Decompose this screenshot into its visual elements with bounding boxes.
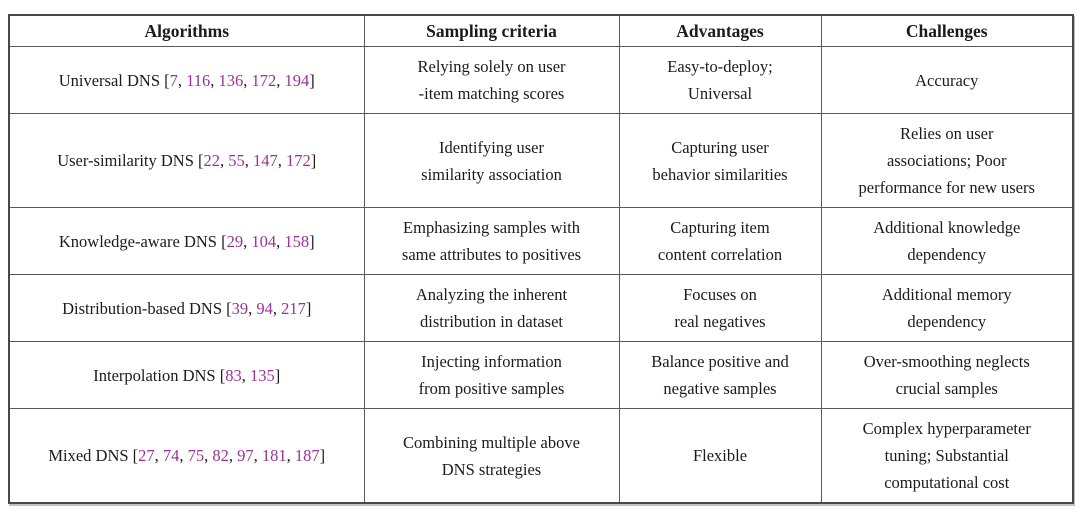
cell-algorithm: Interpolation DNS [83, 135]	[8, 341, 365, 409]
citation-link[interactable]: 82	[212, 446, 229, 465]
citation-link[interactable]: 136	[218, 70, 244, 90]
table-body: Universal DNS [7, 116, 136, 172, 194] Re…	[8, 46, 1074, 504]
cell-text-line: computational cost	[884, 473, 1010, 492]
cell-sampling-criteria: Emphasizing samples with same attributes …	[363, 207, 620, 275]
cell-sampling-criteria: Combining multiple above DNS strategies	[363, 408, 620, 504]
cell-sampling-criteria: Relying solely on user -item matching sco…	[363, 46, 620, 114]
cell-sampling-criteria: Injecting information from positive sampl…	[363, 341, 620, 409]
cell-challenges: Accuracy	[820, 46, 1074, 114]
cell-sampling-criteria: Analyzing the inherent distribution in da…	[363, 274, 620, 342]
cell-advantages: Easy-to-deploy; Universal	[618, 46, 822, 114]
citation-link[interactable]: 116	[186, 70, 211, 90]
cell-text-line: Accuracy	[915, 70, 979, 90]
cell-advantages: Focuses on real negatives	[618, 274, 822, 342]
cell-text-line: similarity association	[421, 164, 562, 184]
citation-link[interactable]: 217	[281, 298, 306, 318]
cell-text-line: from positive samples	[418, 379, 565, 398]
cell-algorithm: Distribution-based DNS [39, 94, 217]	[8, 274, 365, 342]
cell-algorithm: Mixed DNS [27, 74, 75, 82, 97, 181, 187]	[8, 408, 365, 504]
table-row: Knowledge-aware DNS [29, 104, 158] Empha…	[8, 207, 1074, 275]
cell-text-line: negative samples	[663, 379, 777, 398]
citation-link[interactable]: 39	[231, 298, 249, 318]
cell-text-line: Complex hyperparameter	[862, 419, 1031, 438]
table-row: Universal DNS [7, 116, 136, 172, 194] Re…	[8, 46, 1074, 114]
cell-text-line: DNS strategies	[441, 459, 542, 479]
header-row: Algorithms Sampling criteria Advantages …	[8, 14, 1074, 47]
cell-text-line: Focuses on	[683, 285, 757, 304]
cell-text-line: behavior similarities	[652, 164, 788, 184]
cell-text-line: Flexible	[692, 446, 748, 465]
cell-algorithm: Universal DNS [7, 116, 136, 172, 194]	[8, 46, 365, 114]
cell-text-line: Emphasizing samples with	[403, 218, 580, 237]
citation-link[interactable]: 104	[251, 231, 277, 251]
cell-text-line: Additional knowledge	[873, 218, 1021, 237]
cell-challenges: Relies on user associations; Poor performa…	[820, 113, 1074, 208]
citation-link[interactable]: 74	[162, 446, 180, 465]
table-row: Distribution-based DNS [39, 94, 217] Ana…	[8, 274, 1074, 342]
cell-text-line: Capturing item	[670, 218, 770, 237]
cell-text-line: dependency	[907, 245, 987, 264]
cell-challenges: Additional memory dependency	[820, 274, 1074, 342]
cell-text-line: Identifying user	[439, 137, 544, 157]
cell-text-line: Easy-to-deploy;	[667, 57, 773, 76]
citation-link[interactable]: 97	[237, 446, 254, 465]
dns-algorithms-table: Algorithms Sampling criteria Advantages …	[8, 14, 1074, 504]
citation-link[interactable]: 172	[251, 70, 277, 90]
citation-link[interactable]: 158	[284, 231, 310, 251]
citation-link[interactable]: 194	[284, 70, 310, 90]
cell-advantages: Balance positive and negative samples	[618, 341, 822, 409]
header-advantages: Advantages	[618, 14, 822, 47]
citation-link[interactable]: 135	[249, 365, 275, 385]
cell-challenges: Complex hyperparameter tuning; Substantia…	[820, 408, 1074, 504]
table-row: Interpolation DNS [83, 135] Injecting in…	[8, 341, 1074, 409]
cell-text-line: content correlation	[657, 245, 783, 264]
citation-link[interactable]: 29	[226, 231, 244, 251]
citation-link[interactable]: 55	[228, 151, 245, 170]
cell-text-line: distribution in dataset	[420, 312, 563, 331]
cell-text-line: Over-smoothing neglects	[863, 352, 1030, 371]
cell-text-line: Combining multiple above	[403, 432, 580, 452]
cell-sampling-criteria: Identifying user similarity association	[363, 113, 620, 208]
cell-advantages: Capturing item content correlation	[618, 207, 822, 275]
cell-text-line: Relying solely on user	[417, 57, 566, 76]
citation-link[interactable]: 22	[203, 151, 221, 170]
citation-link[interactable]: 75	[187, 446, 205, 465]
cell-text-line: crucial samples	[895, 379, 998, 398]
citation-link[interactable]: 7	[169, 70, 178, 90]
table-header: Algorithms Sampling criteria Advantages …	[8, 14, 1074, 47]
table-row: User-similarity DNS [22, 55, 147, 172] I…	[8, 113, 1074, 208]
cell-text-line: performance for new users	[858, 178, 1035, 197]
header-challenges: Challenges	[820, 14, 1074, 47]
cell-text-line: dependency	[907, 312, 987, 331]
cell-algorithm: Knowledge-aware DNS [29, 104, 158]	[8, 207, 365, 275]
citation-link[interactable]: 27	[138, 446, 155, 465]
citation-link[interactable]: 181	[261, 446, 287, 465]
header-sampling-criteria: Sampling criteria	[363, 14, 620, 47]
cell-algorithm: User-similarity DNS [22, 55, 147, 172]	[8, 113, 365, 208]
citation-link[interactable]: 83	[225, 365, 242, 385]
citation-link[interactable]: 147	[253, 151, 278, 170]
citation-link[interactable]: 94	[256, 298, 273, 318]
cell-text-line: real negatives	[674, 312, 766, 331]
cell-advantages: Capturing user behavior similarities	[618, 113, 822, 208]
citation-link[interactable]: 172	[286, 151, 311, 170]
table-row: Mixed DNS [27, 74, 75, 82, 97, 181, 187]…	[8, 408, 1074, 504]
cell-challenges: Over-smoothing neglects crucial samples	[820, 341, 1074, 409]
cell-text-line: Balance positive and	[651, 352, 789, 371]
cell-advantages: Flexible	[618, 408, 822, 504]
cell-challenges: Additional knowledge dependency	[820, 207, 1074, 275]
cell-text-line: -item matching scores	[418, 84, 565, 103]
cell-text-line: Analyzing the inherent	[415, 285, 568, 304]
cell-text-line: Universal	[687, 84, 753, 103]
cell-text-line: Relies on user	[900, 124, 994, 143]
cell-text-line: Injecting information	[421, 352, 562, 371]
cell-text-line: Additional memory	[881, 285, 1012, 304]
cell-text-line: associations; Poor	[886, 151, 1007, 170]
cell-text-line: tuning; Substantial	[884, 446, 1009, 465]
cell-text-line: Capturing user	[671, 137, 769, 157]
header-algorithms: Algorithms	[8, 14, 365, 47]
cell-text-line: same attributes to positives	[401, 245, 582, 264]
citation-link[interactable]: 187	[294, 446, 320, 465]
